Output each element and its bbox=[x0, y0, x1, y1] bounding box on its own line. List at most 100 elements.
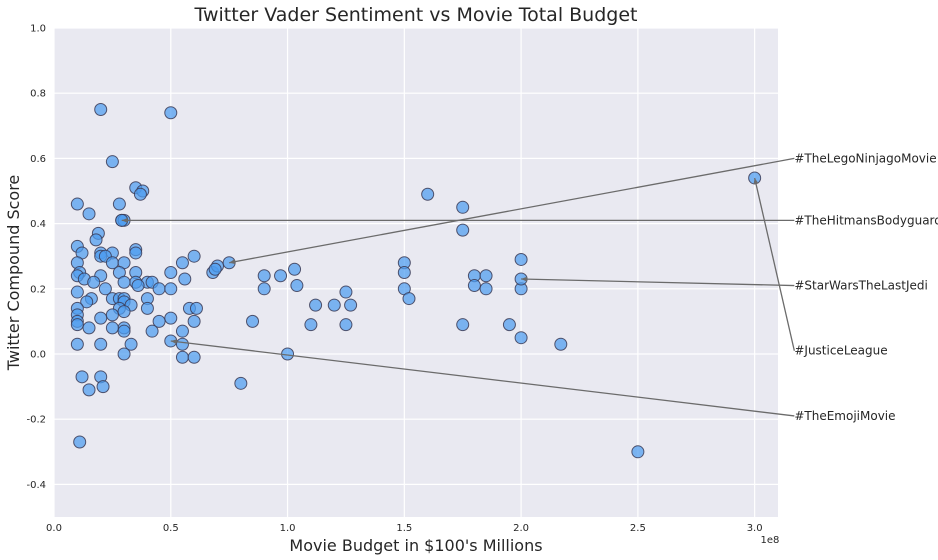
data-point bbox=[467, 279, 481, 293]
x-tick-label: 0.0 bbox=[46, 523, 62, 534]
data-point bbox=[309, 298, 323, 312]
data-point bbox=[117, 305, 131, 319]
y-tick-label: 1.0 bbox=[30, 24, 46, 35]
data-point bbox=[94, 103, 108, 116]
y-tick-label: 0.8 bbox=[30, 89, 46, 100]
data-point bbox=[175, 337, 189, 351]
data-point bbox=[402, 292, 416, 306]
data-point bbox=[187, 249, 201, 263]
data-point bbox=[234, 376, 248, 390]
annotation-arrowhead bbox=[229, 259, 236, 265]
data-point bbox=[344, 298, 358, 312]
data-point bbox=[133, 187, 147, 201]
data-point bbox=[80, 295, 94, 309]
data-point bbox=[105, 308, 119, 322]
annotation-arrowhead bbox=[753, 177, 759, 185]
x-tick-label: 2.0 bbox=[513, 523, 529, 534]
data-points bbox=[70, 103, 762, 459]
data-point bbox=[421, 187, 435, 201]
x-axis-offset-label: 1e8 bbox=[761, 535, 780, 546]
data-point bbox=[514, 252, 528, 266]
y-tick-label: -0.4 bbox=[26, 480, 46, 491]
x-tick-label: 1.0 bbox=[280, 523, 296, 534]
data-point bbox=[96, 380, 110, 394]
x-tick-label: 0.5 bbox=[163, 523, 179, 534]
annotation-label: #TheLegoNinjagoMovie bbox=[794, 151, 936, 165]
data-point bbox=[208, 262, 222, 276]
annotation-arrow bbox=[229, 157, 795, 264]
y-tick-labels: -0.4 -0.2 0.0 0.2 0.4 0.6 0.8 1.0 bbox=[26, 24, 46, 491]
annotation-arrow bbox=[521, 278, 795, 287]
data-point bbox=[105, 155, 119, 169]
data-point bbox=[70, 285, 84, 299]
data-point bbox=[164, 266, 178, 279]
data-point bbox=[75, 370, 89, 384]
data-point bbox=[187, 350, 201, 364]
data-point bbox=[70, 337, 84, 351]
annotations: #TheLegoNinjagoMovie #TheHitmansBodyguard… bbox=[121, 151, 938, 423]
x-tick-label: 2.5 bbox=[630, 523, 646, 534]
annotation-arrow bbox=[170, 340, 795, 417]
data-point bbox=[164, 282, 178, 296]
data-point bbox=[175, 324, 189, 338]
data-point bbox=[105, 321, 119, 335]
data-point bbox=[187, 314, 201, 328]
data-point bbox=[246, 314, 260, 328]
data-point bbox=[82, 383, 96, 397]
data-point bbox=[94, 337, 108, 351]
data-point bbox=[117, 275, 131, 289]
data-point bbox=[456, 200, 470, 214]
data-point bbox=[288, 262, 302, 276]
data-point bbox=[304, 318, 318, 332]
x-tick-label: 1.5 bbox=[396, 523, 412, 534]
annotation-label: #TheEmojiMovie bbox=[794, 409, 895, 423]
y-tick-label: 0.2 bbox=[30, 284, 46, 295]
data-point bbox=[502, 318, 516, 332]
data-point bbox=[189, 301, 203, 315]
data-point bbox=[175, 350, 189, 364]
annotation-label: #StarWarsTheLastJedi bbox=[794, 279, 928, 293]
data-point bbox=[87, 275, 101, 289]
data-point bbox=[175, 256, 189, 270]
data-point bbox=[327, 298, 341, 312]
data-point bbox=[70, 197, 84, 211]
data-point bbox=[70, 318, 84, 332]
data-point bbox=[112, 197, 126, 211]
x-tick-label: 3.0 bbox=[747, 523, 763, 534]
annotation-arrowhead bbox=[170, 339, 178, 345]
data-point bbox=[124, 337, 138, 351]
data-point bbox=[164, 311, 178, 325]
data-point bbox=[89, 233, 103, 247]
annotation-arrow bbox=[754, 177, 795, 351]
grid-lines bbox=[53, 27, 778, 517]
data-point bbox=[456, 318, 470, 332]
annotation-arrowhead bbox=[121, 217, 128, 223]
chart-title: Twitter Vader Sentiment vs Movie Total B… bbox=[194, 4, 638, 26]
data-point bbox=[397, 266, 411, 279]
data-point bbox=[73, 435, 87, 449]
y-tick-label: 0.6 bbox=[30, 154, 46, 165]
data-point bbox=[339, 285, 353, 299]
data-point bbox=[117, 324, 131, 338]
x-tick-labels: 0.0 0.5 1.0 1.5 2.0 2.5 3.0 bbox=[46, 523, 763, 534]
data-point bbox=[514, 331, 528, 345]
data-point bbox=[479, 282, 493, 296]
annotation-label: #TheHitmansBodyguard bbox=[794, 213, 938, 227]
data-point bbox=[129, 246, 143, 260]
data-point bbox=[140, 301, 154, 315]
data-point bbox=[178, 272, 192, 286]
data-point bbox=[131, 279, 145, 293]
y-axis-label: Twitter Compound Score bbox=[4, 175, 23, 372]
data-point bbox=[274, 269, 288, 283]
data-point bbox=[339, 318, 353, 332]
data-point bbox=[456, 223, 470, 237]
data-point bbox=[98, 282, 112, 296]
data-point bbox=[145, 324, 159, 338]
data-point bbox=[631, 445, 645, 459]
data-point bbox=[290, 279, 304, 293]
data-point bbox=[164, 106, 178, 120]
plot-area bbox=[54, 28, 778, 517]
annotation-arrowhead bbox=[521, 276, 528, 282]
data-point bbox=[152, 282, 166, 296]
y-tick-label: 0.4 bbox=[30, 219, 46, 230]
